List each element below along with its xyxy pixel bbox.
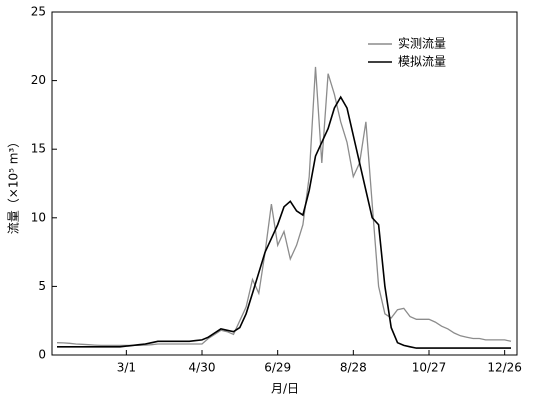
y-tick-label: 25 <box>31 5 46 19</box>
x-axis-label: 月/日 <box>271 382 299 396</box>
x-tick-label: 12/26 <box>487 361 522 375</box>
y-tick-label: 15 <box>31 142 46 156</box>
y-tick-label: 5 <box>38 279 46 293</box>
x-tick-label: 3/1 <box>117 361 136 375</box>
x-tick-label: 6/29 <box>264 361 291 375</box>
plot-frame <box>51 11 518 356</box>
x-tick-label: 8/28 <box>340 361 367 375</box>
legend-label: 实测流量 <box>398 36 446 51</box>
legend-label: 模拟流量 <box>398 55 446 69</box>
y-tick-label: 10 <box>31 210 46 224</box>
series-line <box>57 95 511 349</box>
y-tick-label: 0 <box>38 348 46 362</box>
y-tick-label: 20 <box>31 73 46 87</box>
x-tick-label: 4/30 <box>189 361 216 375</box>
y-axis-label: 流量（×10⁵ m³） <box>7 136 21 234</box>
x-tick-label: 10/27 <box>412 361 447 375</box>
